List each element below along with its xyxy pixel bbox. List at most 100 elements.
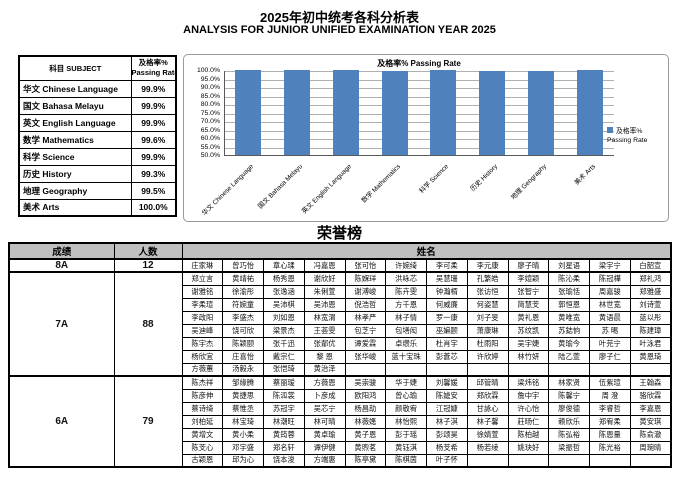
name-cell: 罗一康: [426, 310, 468, 325]
passing-rate-bar: [576, 70, 603, 155]
name-cell: 陈建璋: [629, 323, 672, 338]
name-cell: 刘馨媛: [426, 375, 468, 390]
rate-cell: 100.0%: [130, 198, 177, 217]
name-cell: 饶本浚: [263, 453, 305, 468]
honor-board-title: 荣誉榜: [316, 225, 362, 242]
chart-gridline: [224, 79, 614, 81]
name-cell: 章心瑈: [263, 258, 305, 273]
name-cell: 汤毅永: [222, 362, 264, 377]
name-cell: 邱为心: [222, 453, 264, 468]
subject-row: 数学 Mathematics 99.6%: [18, 130, 177, 149]
name-cell: 苏 晹: [589, 323, 631, 338]
honor-row: 8A 12 庄家琳 曾巧怡 章心瑈 冯嘉恩 张可怡 许婉绮 李可柔 李元康 廖子晴 刘星语 梁宇宁 白韶宣: [8, 258, 672, 273]
honor-roll-table: 成绩 人数 姓名 8A 12 庄家琳 曾巧怡 章心瑈 冯嘉恩 张可怡 许婉绮 李可柔 李元康 廖子晴…: [8, 242, 672, 468]
name-cell: 吴沛恩: [303, 297, 346, 312]
name-cell: 林可晴: [303, 414, 346, 429]
name-cell: 陈宇杰: [181, 336, 224, 351]
passing-rate-header: 及格率% Passing Rate: [130, 55, 177, 81]
passing-rate-bar: [527, 70, 554, 155]
name-cell: 黄捷思: [222, 388, 264, 403]
name-cell: 张可怡: [344, 258, 387, 273]
name-cell: 黄瑜今: [548, 336, 590, 351]
name-cell: 黎 恩: [303, 349, 346, 364]
name-cell: 谢欣好: [303, 271, 346, 286]
y-axis-tick-label: 75.0%: [200, 109, 220, 117]
name-cell: 许婉绮: [385, 258, 427, 273]
name-cell: 卓缵乐: [385, 336, 427, 351]
name-cell: 江冠嫝: [426, 401, 468, 416]
name-cell: 陈彦伸: [181, 388, 224, 403]
rate-cell: 99.9%: [130, 147, 177, 166]
name-cell: 刘柏延: [181, 414, 224, 429]
passing-rate-header-zh: 及格率%: [138, 58, 168, 68]
chart-gridline: [224, 71, 614, 72]
name-cell: [344, 362, 387, 377]
name-cell: 吴芯宁: [303, 401, 346, 416]
name-cell: 姚玦好: [507, 440, 550, 455]
y-axis-tick-label: 65.0%: [200, 126, 220, 134]
name-cell: 陈冠樺: [589, 271, 631, 286]
name-cell: 曾巧怡: [222, 258, 264, 273]
name-cell: 简慧芠: [507, 297, 550, 312]
subject-passing-rate-table: 科目 SUBJECT 及格率% Passing Rate 华文 Chinese …: [18, 55, 177, 217]
name-cell: 周琬晴: [629, 440, 672, 455]
name-cell: 蓝以彤: [629, 310, 672, 325]
subject-cell: 国文 Bahasa Melayu: [18, 96, 132, 115]
name-cell: 杜肖宇: [426, 336, 468, 351]
name-cell: 邹缘腾: [222, 375, 264, 390]
passing-rate-header-en: Passing Rate: [131, 68, 176, 78]
name-cell: 吴沛棋: [263, 297, 305, 312]
page-title-zh: 2025年初中统考各科分析表: [260, 10, 419, 25]
name-cell: 李柔瑄: [181, 297, 224, 312]
chart-gridline: [224, 88, 614, 89]
name-cell: 张千迅: [263, 336, 305, 351]
name-cell: 伍紫瑄: [589, 375, 631, 390]
name-cell: 刘子旻: [466, 310, 509, 325]
honor-row: 黄增文 黄小柔 黄筠蓉 黄卓瑜 黄子恩 彭于瑶 彭颂昊 徐婧萱 陈柏越 陈弘裕 陈恩量 陈俞澈: [9, 427, 672, 442]
name-cell: 彭颂昊: [426, 427, 468, 442]
name-cell: 蔡惟丞: [222, 401, 264, 416]
chart-gridline: [224, 139, 614, 140]
subject-cell: 英文 English Language: [18, 113, 132, 132]
name-cell: 林世宽: [589, 297, 631, 312]
count-cell: 79: [113, 375, 183, 468]
name-cell: 李睿哲: [589, 401, 631, 416]
name-cell: 莊旸仁: [507, 414, 550, 429]
name-cell: 李媗颖: [507, 271, 550, 286]
page-title-en: ANALYSIS FOR JUNIOR UNIFIED EXAMINATION …: [183, 24, 496, 36]
name-cell: 苏纹凯: [507, 323, 550, 338]
name-cell: 张恺琦: [263, 362, 305, 377]
name-cell: 周 澄: [589, 388, 631, 403]
chart-gridline: [224, 130, 614, 132]
name-cell: 何姿慧: [466, 297, 509, 312]
name-cell: 吴慧珊: [426, 271, 468, 286]
name-cell: 梁炜铭: [507, 375, 550, 390]
subject-cell: 地理 Geography: [18, 181, 132, 200]
name-cell: 林子情: [385, 310, 427, 325]
name-cell: 方端惠: [303, 453, 346, 468]
passing-rate-bar-chart: 及格率% Passing Rate 及格率% Passing Rate 100.…: [183, 54, 669, 222]
chart-title: 及格率% Passing Rate: [377, 59, 461, 68]
name-cell: 黄礼恩: [507, 310, 550, 325]
name-cell: 颜敬宥: [385, 401, 427, 416]
name-cell: 彭于瑶: [385, 427, 427, 442]
name-cell: 陈弘裕: [548, 427, 590, 442]
name-cell: 黄筠蓉: [263, 427, 305, 442]
name-cell: 蔡诗绮: [181, 401, 224, 416]
subject-row: 国文 Bahasa Melayu 99.9%: [18, 96, 177, 115]
name-cell: 廖子仁: [589, 349, 631, 364]
name-cell: 庄喜怡: [222, 349, 264, 364]
name-cell: 苏冠宇: [263, 401, 305, 416]
rate-cell: 99.9%: [130, 113, 177, 132]
name-cell: [507, 453, 550, 468]
name-cell: 卜彦成: [303, 388, 346, 403]
name-cell: 戴宗仁: [263, 349, 305, 364]
name-cell: 郑礼鸿: [629, 271, 672, 286]
grade-column-header: 成绩: [8, 242, 115, 260]
y-axis-tick-label: 70.0%: [200, 118, 220, 125]
subject-cell: 数学 Mathematics: [18, 130, 132, 149]
name-cell: 叶泳君: [629, 336, 672, 351]
name-cell: 陈芠心: [181, 440, 224, 455]
subject-cell: 科学 Science: [18, 147, 132, 166]
